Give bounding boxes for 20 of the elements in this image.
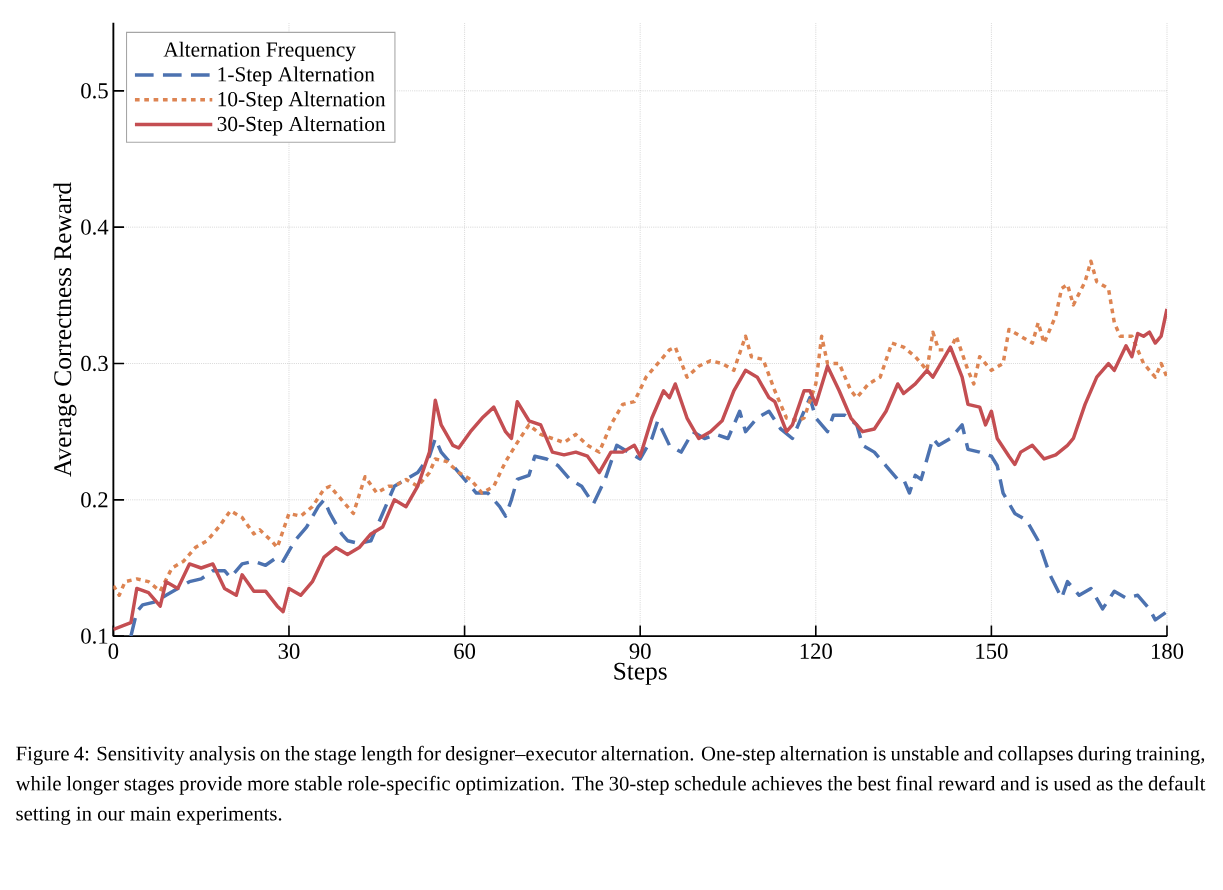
- y-tick-label: 0.3: [81, 356, 108, 372]
- x-tick-label: 180: [1151, 643, 1184, 660]
- legend-title: Alternation Frequency: [163, 41, 356, 62]
- x-tick-label: 30: [278, 643, 300, 660]
- y-tick-label: 0.4: [81, 219, 109, 236]
- caption: Figure 4: Sensitivity analysis on the stage length for designer–executor alternation. One-step alternation is unstable and collapses during training, while longer stages provide more stable role-specific optimization. The 30-step schedule achieves the best final reward and is used as the default setting in our main experiments.: [15, 746, 1206, 826]
- y-tick-label: 0.1: [81, 628, 108, 645]
- y-axis-title: Average Correctness Reward: [53, 182, 77, 477]
- legend-label: 10-Step Alternation: [218, 91, 386, 111]
- y-tick-label: 0.5: [81, 83, 108, 99]
- y-tick-label: 0.2: [81, 492, 108, 508]
- line-series: [113, 307, 1167, 632]
- x-tick-label: 60: [454, 643, 476, 660]
- legend-label: 30-Step Alternation: [217, 116, 386, 136]
- legend-label: 1-Step Alternation: [218, 66, 375, 87]
- x-tick-label: 120: [800, 643, 832, 660]
- x-tick-label: 90: [629, 643, 651, 660]
- x-tick-label: 150: [976, 643, 1008, 660]
- x-tick-label: 0: [108, 643, 119, 660]
- x-axis-title: Steps: [614, 662, 667, 686]
